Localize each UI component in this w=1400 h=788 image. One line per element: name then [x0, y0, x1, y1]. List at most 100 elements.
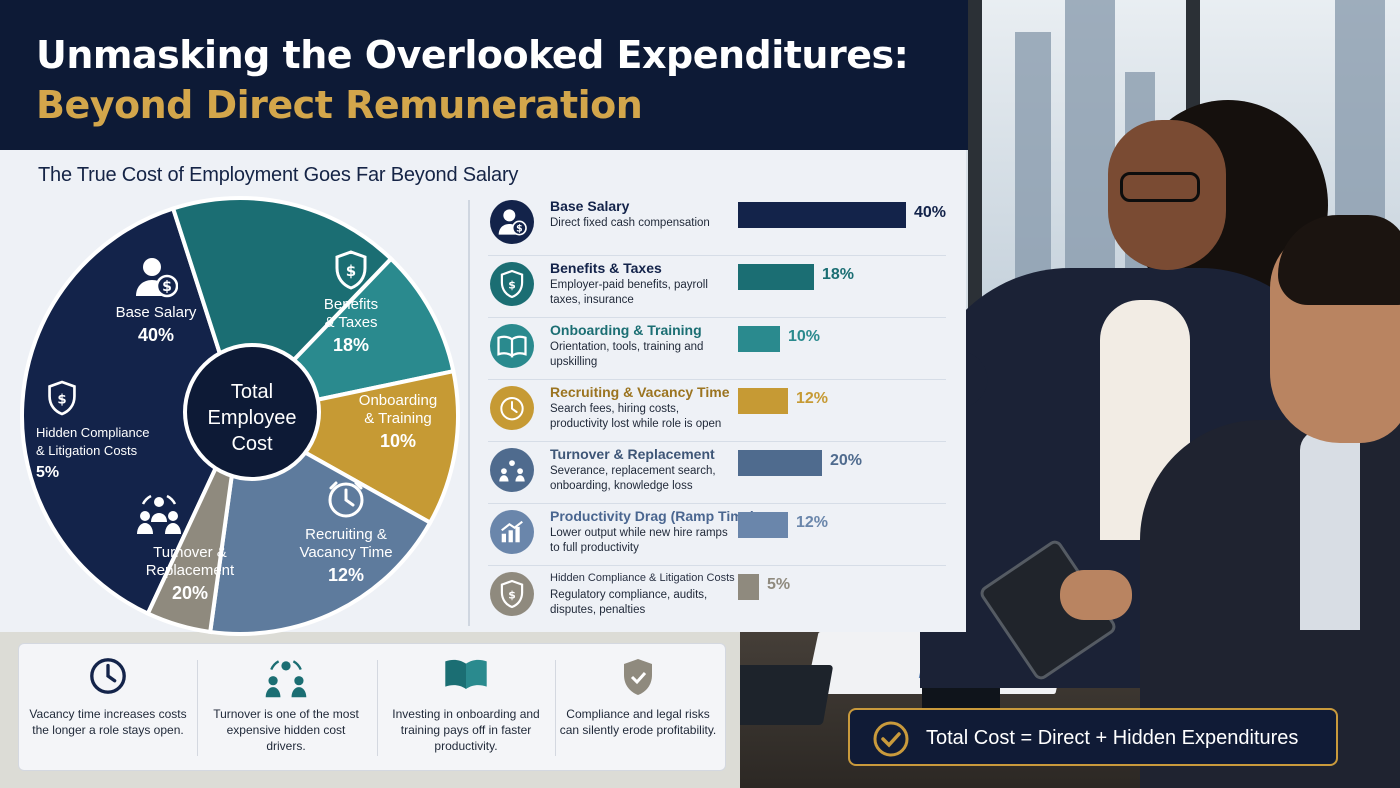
item-description: Employer-paid benefits, payroll taxes, i… [550, 279, 708, 306]
shield-icon [624, 659, 652, 695]
item-title: Onboarding & Training [550, 322, 702, 338]
badge [490, 510, 534, 554]
item-title: Recruiting & Vacancy Time [550, 384, 730, 400]
badge [490, 324, 534, 368]
insight-cards: Vacancy time increases costs the longer … [18, 643, 726, 771]
clock-icon [328, 481, 364, 518]
pie-label-pct: 5% [36, 464, 60, 481]
people-cycle-icon [499, 460, 525, 482]
item-title: Benefits & Taxes [550, 260, 662, 276]
shield-icon: $ [500, 269, 524, 299]
total-cost-banner: Total Cost = Direct + Hidden Expenditure… [848, 708, 1338, 766]
pie-label-text: Vacancy Time [299, 544, 393, 561]
item-title: Productivity Drag (Ramp Time) [550, 508, 756, 524]
header-banner: Unmasking the Overlooked Expenditures: B… [0, 0, 968, 150]
people-cycle-icon [137, 494, 181, 534]
insight-card-vacancy: Vacancy time increases costs the longer … [19, 644, 197, 772]
card-text: Turnover is one of the most expensive hi… [213, 707, 359, 753]
pie-slice-0 [20, 205, 243, 617]
book-icon [497, 335, 527, 358]
svg-text:$: $ [346, 262, 356, 280]
item-pct: 10% [788, 328, 821, 345]
item-bar [738, 574, 759, 600]
center-text: Employee [207, 407, 297, 429]
item-pct: 12% [796, 514, 829, 531]
svg-text:$: $ [57, 392, 66, 407]
shield-dollar-icon: $ [48, 380, 76, 416]
list-item-benefits: $ Benefits & Taxes Employer-paid benefit… [488, 256, 946, 318]
pie-label-text: & Taxes [324, 314, 378, 331]
item-title: Turnover & Replacement [550, 446, 715, 462]
pie-label-onboarding: Onboarding & Training 10% [346, 392, 450, 450]
pie-label-pct: 20% [171, 583, 209, 603]
insight-card-turnover: Turnover is one of the most expensive hi… [197, 644, 375, 772]
item-description: Orientation, tools, training and upskill… [550, 341, 704, 368]
item-pct: 5% [767, 576, 791, 593]
colleague-hand [1060, 570, 1132, 620]
item-pct: 12% [796, 390, 829, 407]
pie-label-text: Replacement [145, 562, 235, 579]
center-text: Cost [231, 433, 273, 455]
svg-text:$: $ [162, 279, 172, 295]
badge: $ [490, 262, 534, 306]
svg-text:$: $ [516, 223, 523, 234]
list-item-base-salary: $ Base Salary Direct fixed cash compensa… [488, 194, 946, 256]
item-pct: 40% [914, 204, 947, 221]
pie-label-text: Recruiting & [305, 526, 387, 543]
item-pct: 18% [822, 266, 855, 283]
pie-label-compliance: $ Hidden Compliance & Litigation Costs 5… [36, 380, 166, 482]
list-item-recruiting: Recruiting & Vacancy Time Search fees, h… [488, 380, 946, 442]
pie-center-total: Total Employee Cost [183, 343, 321, 481]
list-item-onboarding: Onboarding & Training Orientation, tools… [488, 318, 946, 380]
item-description: Search fees, hiring costs, productivity … [550, 403, 722, 430]
pie-label-text: Base Salary [115, 304, 197, 321]
svg-text:$: $ [508, 278, 516, 291]
pie-label-text: Benefits [323, 296, 379, 313]
pie-label-recruiting: Recruiting & Vacancy Time 12% [286, 478, 406, 584]
item-description: Severance, replacement search, onboardin… [550, 465, 716, 492]
badge [490, 386, 534, 430]
book-icon [445, 659, 487, 689]
item-description: Direct fixed cash compensation [550, 217, 710, 229]
pie-label-benefits: $ Benefits & Taxes 18% [296, 250, 406, 354]
item-description: Lower output while new hire ramps to ful… [550, 527, 728, 554]
shield-dollar-icon: $ [335, 250, 367, 290]
colleague-hair [1278, 215, 1400, 305]
page-title: Unmasking the Overlooked Expenditures: [36, 33, 909, 77]
insight-card-compliance: Compliance and legal risks can silently … [549, 644, 727, 772]
item-bar [738, 326, 780, 352]
item-bar [738, 450, 822, 476]
card-divider [197, 660, 198, 756]
pie-label-text: & Litigation Costs [36, 443, 138, 458]
badge [490, 448, 534, 492]
people-cycle-icon [265, 660, 307, 698]
item-bar [738, 512, 788, 538]
list-item-turnover: Turnover & Replacement Severance, replac… [488, 442, 946, 504]
item-bar [738, 264, 814, 290]
item-title: Hidden Compliance & Litigation Costs [550, 572, 735, 584]
center-text: Total [230, 381, 274, 403]
card-text: Investing in onboarding and training pay… [392, 707, 540, 753]
pie-label-turnover: Turnover & Replacement 20% [130, 544, 250, 602]
page-subtitle-gold: Beyond Direct Remuneration [36, 83, 643, 127]
pie-label-text: & Training [364, 410, 432, 427]
pie-label-turnover-icon [104, 492, 214, 541]
pie-label-pct: 40% [137, 325, 175, 345]
total-cost-text: Total Cost = Direct + Hidden Expenditure… [926, 727, 1299, 749]
chart-up-icon [501, 520, 523, 543]
item-pct: 20% [830, 452, 863, 469]
list-item-productivity: Productivity Drag (Ramp Time) Lower outp… [488, 504, 946, 566]
user-dollar-icon: $ [136, 258, 178, 298]
clock-icon [500, 397, 524, 421]
item-bar [738, 202, 906, 228]
card-text: Vacancy time increases costs the longer … [29, 707, 187, 737]
list-item-compliance: $ Hidden Compliance & Litigation Costs R… [488, 566, 946, 628]
card-text: Compliance and legal risks can silently … [559, 707, 717, 737]
insight-card-onboarding: Investing in onboarding and training pay… [377, 644, 555, 772]
pie-label-pct: 18% [332, 335, 370, 355]
glasses [1120, 172, 1200, 202]
item-title: Base Salary [550, 198, 630, 214]
check-circle-icon [873, 721, 909, 757]
svg-text:$: $ [508, 588, 516, 601]
pie-label-pct: 12% [327, 565, 365, 585]
